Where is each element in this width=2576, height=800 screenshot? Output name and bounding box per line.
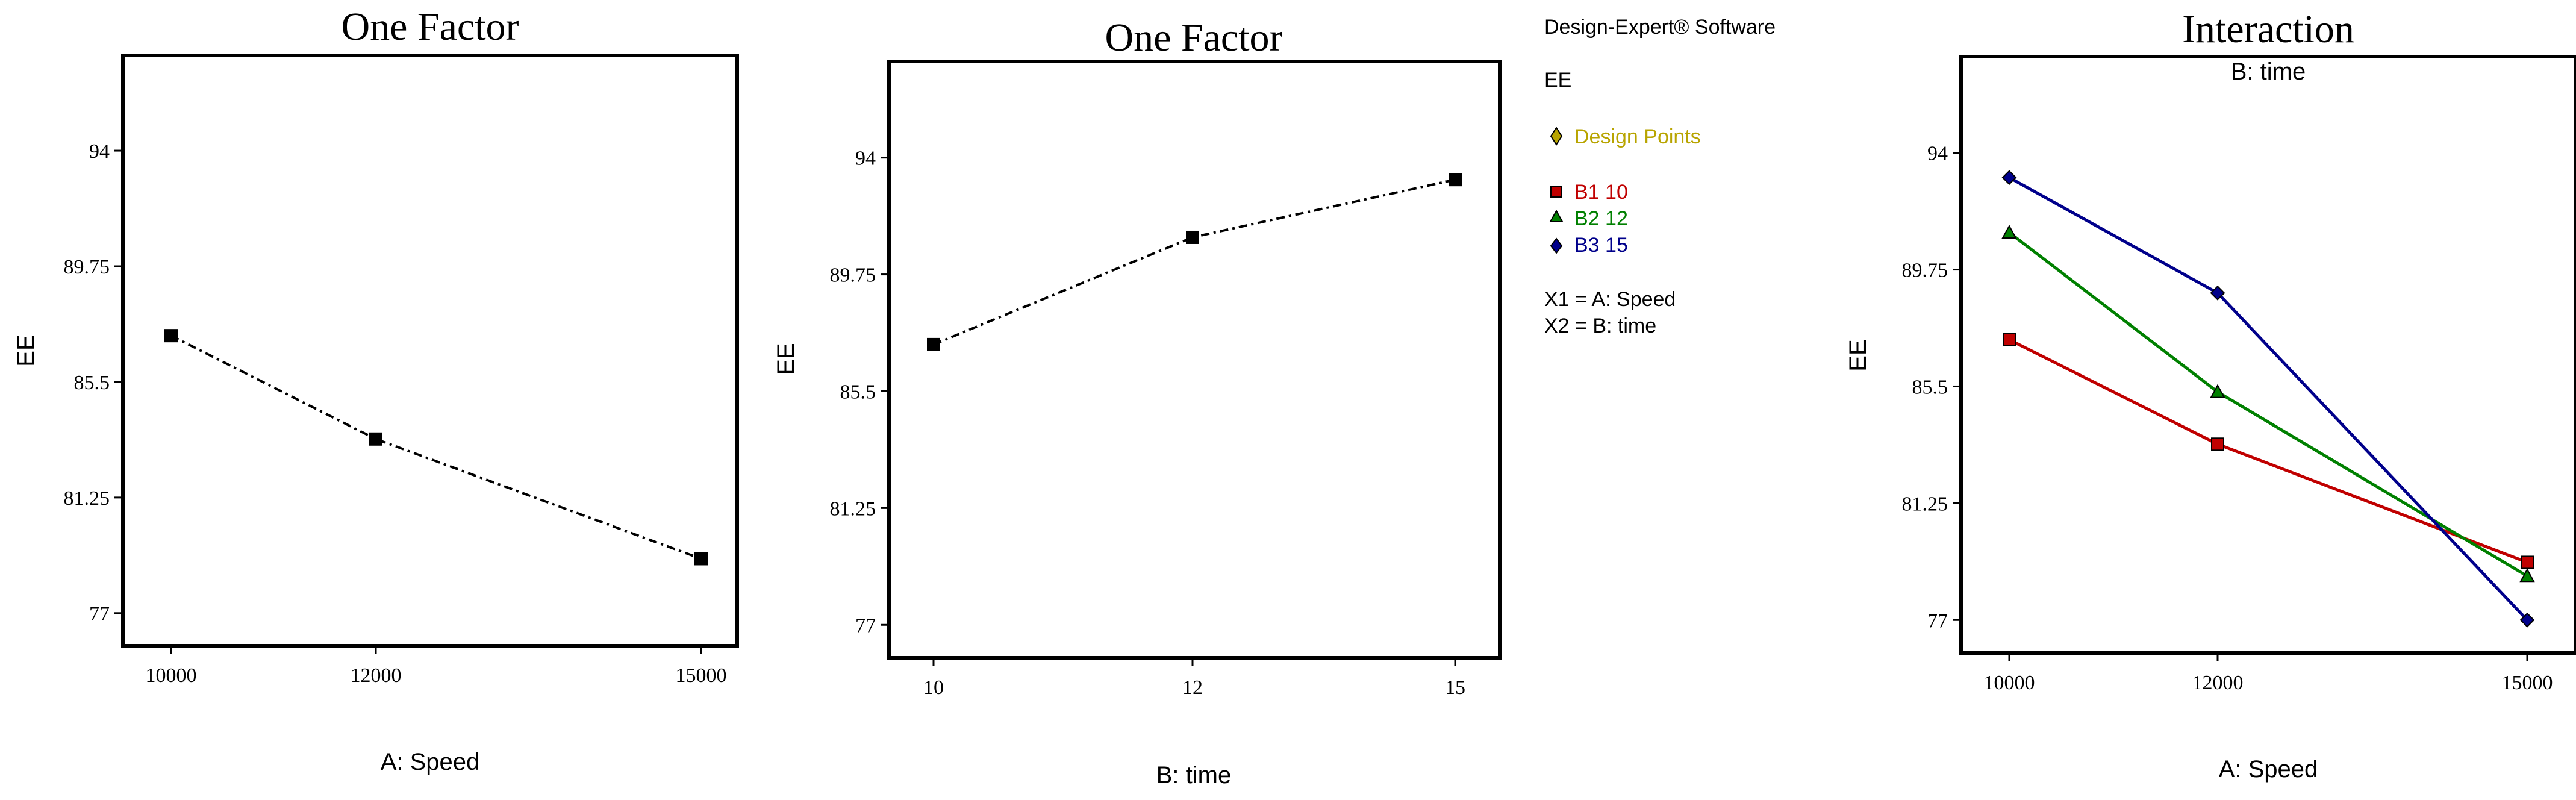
response-name: EE: [1544, 69, 1571, 92]
chart-subtitle: B: time: [2231, 58, 2306, 85]
y-tick-label: 94: [1927, 143, 1948, 165]
data-point: [927, 337, 940, 351]
legend: Design-Expert® Software EE Design Points…: [1544, 16, 1776, 337]
x-tick-label: 12000: [2192, 672, 2244, 694]
data-marks: [2001, 170, 2535, 628]
data-point: [1186, 230, 1199, 244]
x-tick-label: 15000: [2502, 672, 2553, 694]
y-tick-label: 94: [89, 140, 110, 163]
software-name: Design-Expert® Software: [1544, 16, 1776, 39]
x-axis-label: A: Speed: [2219, 756, 2318, 783]
x-tick-label: 10: [923, 677, 944, 699]
data-marks: [164, 329, 708, 566]
series-line: [933, 178, 1456, 346]
data-point: [2003, 333, 2016, 346]
data-point: [2001, 224, 2017, 239]
data-point: [2521, 555, 2534, 569]
data-point: [694, 552, 708, 566]
y-tick-label: 77: [89, 603, 110, 625]
x-tick-label: 12000: [351, 664, 402, 687]
y-tick-label: 85.5: [840, 381, 876, 403]
y-tick-label: 81.25: [830, 498, 876, 520]
design-points-diamond-icon: [1550, 127, 1563, 146]
data-point: [2210, 384, 2225, 398]
y-tick-label: 81.25: [1902, 493, 1948, 515]
series-b3-diamond-icon: [1550, 237, 1563, 254]
y-tick-label: 85.5: [1912, 376, 1948, 398]
y-tick-label: 89.75: [830, 264, 876, 287]
plot-frame: [121, 54, 739, 648]
series-line: [2008, 176, 2528, 621]
x-tick-label: 12: [1182, 677, 1203, 699]
x-axis-label: A: Speed: [381, 749, 480, 775]
data-point: [2519, 568, 2535, 583]
series-line: [2008, 231, 2528, 578]
y-tick-label: 77: [855, 614, 876, 637]
y-tick-label: 94: [855, 148, 876, 170]
x-tick-label: 15: [1445, 677, 1465, 699]
y-axis-label: EE: [13, 334, 39, 366]
y-tick-label: 89.75: [64, 256, 110, 278]
series-b2-triangle-icon: [1549, 209, 1564, 222]
data-point: [2210, 285, 2225, 301]
plot-frame: [1959, 55, 2576, 655]
factor-x2: X2 = B: time: [1544, 314, 1656, 337]
data-point: [1449, 173, 1462, 187]
y-axis-label: EE: [1845, 339, 1871, 371]
x-axis-label: B: time: [1156, 762, 1231, 789]
series-b2-label: B2 12: [1574, 207, 1628, 230]
data-marks: [927, 173, 1462, 351]
series-line: [170, 334, 702, 560]
plot-frame: [887, 60, 1502, 660]
interaction-chart: Interaction B: time 94 89.75 85.5 81.25 77 10…: [1845, 7, 2576, 783]
y-tick-label: 85.5: [74, 372, 110, 394]
data-point: [164, 329, 178, 343]
series-b1-label: B1 10: [1574, 181, 1628, 204]
x-tick-label: 10000: [146, 664, 197, 687]
chart-title: One Factor: [1105, 16, 1282, 60]
factor-x1: X1 = A: Speed: [1544, 288, 1676, 311]
ticks: 94 89.75 85.5 81.25 77 10000 12000 15000: [64, 140, 727, 687]
data-point: [2519, 612, 2535, 628]
ticks: 94 89.75 85.5 81.25 77 10000 12000 15000: [1902, 143, 2553, 694]
chart-title: One Factor: [341, 5, 519, 49]
data-point: [369, 432, 382, 446]
data-point: [2001, 170, 2017, 186]
y-tick-label: 81.25: [64, 487, 110, 510]
series-b3-label: B3 15: [1574, 234, 1628, 257]
chart-title: Interaction: [2182, 7, 2354, 51]
ticks: 94 89.75 85.5 81.25 77 10 12 15: [830, 148, 1466, 699]
design-points-label: Design Points: [1574, 125, 1701, 148]
x-tick-label: 10000: [1984, 672, 2035, 694]
one-factor-speed-chart: One Factor 94 89.75 85.5 81.25 77 10000 12000 1…: [13, 5, 739, 775]
x-tick-label: 15000: [676, 664, 727, 687]
y-axis-label: EE: [773, 343, 799, 375]
one-factor-time-chart: One Factor 94 89.75 85.5 81.25 77 10 12 15 B: t…: [773, 16, 1502, 789]
data-point: [2211, 437, 2224, 451]
y-tick-label: 89.75: [1902, 260, 1948, 282]
series-b1-square-icon: [1550, 186, 1562, 198]
y-tick-label: 77: [1927, 610, 1948, 632]
